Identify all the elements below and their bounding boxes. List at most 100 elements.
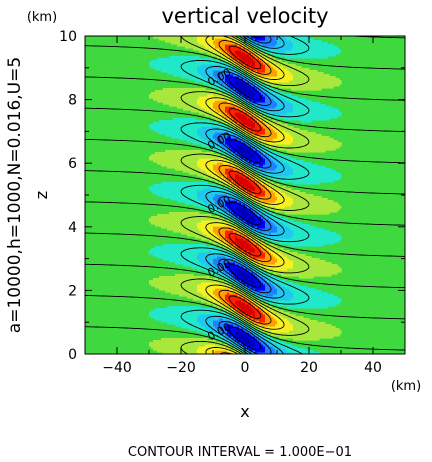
contour-fill-cell: [163, 196, 198, 199]
contour-fill-cell: [199, 158, 224, 161]
contour-fill-cell: [283, 254, 306, 257]
contour-fill-cell: [237, 148, 250, 151]
contour-fill-cell: [255, 124, 262, 127]
contour-fill-cell: [235, 240, 248, 243]
contour-fill-cell: [235, 330, 240, 333]
contour-fill-cell: [235, 178, 248, 181]
contour-fill-cell: [255, 72, 278, 75]
contour-fill-cell: [159, 120, 210, 123]
contour-fill-cell: [261, 124, 268, 127]
contour-fill-cell: [215, 332, 222, 335]
contour-fill-cell: [225, 230, 234, 233]
contour-fill-cell: [277, 136, 294, 139]
contour-fill-cell: [237, 210, 248, 213]
contour-fill-cell: [165, 150, 202, 153]
contour-fill-cell: [237, 116, 248, 119]
contour-fill-cell: [225, 284, 232, 287]
x-tick-label: 40: [364, 360, 382, 376]
contour-fill-cell: [293, 328, 340, 331]
contour-fill-cell: [209, 178, 220, 181]
contour-fill-cell: [197, 258, 214, 261]
contour-fill-cell: [151, 216, 220, 219]
contour-fill-cell: [151, 316, 198, 319]
contour-fill-cell: [231, 214, 236, 217]
contour-fill-cell: [197, 190, 226, 193]
contour-fill-cell: [213, 72, 236, 75]
contour-fill-cell: [225, 234, 242, 237]
contour-fill-cell: [197, 286, 232, 289]
contour-fill-cell: [161, 338, 208, 341]
contour-fill-cell: [289, 244, 324, 247]
contour-fill-cell: [287, 38, 314, 41]
contour-fill-cell: [285, 56, 328, 59]
contour-fill-cell: [253, 40, 278, 43]
contour-fill-cell: [241, 308, 254, 311]
y-tick-label: 8: [68, 93, 77, 109]
contour-fill-cell: [253, 318, 266, 321]
contour-fill-cell: [253, 162, 266, 165]
contour-line: [218, 36, 272, 354]
contour-fill-cell: [259, 170, 294, 173]
contour-fill-cell: [233, 278, 238, 281]
contour-fill-cell: [287, 150, 326, 153]
contour-fill-cell: [257, 292, 278, 295]
contour-fill-cell: [243, 122, 256, 125]
contour-fill-cell: [235, 238, 244, 241]
contour-fill-cell: [163, 102, 198, 105]
contour-fill-cell: [293, 262, 332, 265]
contour-fill-cell: [237, 336, 250, 339]
contour-fill-cell: [149, 252, 200, 255]
contour-fill-cell: [231, 248, 236, 251]
contour-fill-cell: [277, 352, 292, 354]
contour-fill-cell: [155, 308, 214, 311]
contour-fill-cell: [159, 288, 198, 291]
contour-fill-cell: [187, 140, 208, 143]
contour-line: [180, 36, 310, 354]
contour-fill-cell: [275, 192, 286, 195]
contour-fill-cell: [283, 160, 304, 163]
contour-fill-cell: [279, 126, 294, 129]
contour-fill-cell: [201, 64, 222, 67]
contour-fill-cell: [241, 214, 254, 217]
contour-fill-cell: [215, 274, 224, 277]
contour-fill-cell: [197, 352, 214, 354]
contour-fill-cell: [293, 44, 334, 47]
contour-fill-cell: [255, 94, 264, 97]
contour-fill-cell: [273, 310, 284, 313]
contour-fill-cell: [215, 44, 226, 47]
y-tick-label: 0: [68, 347, 77, 363]
contour-fill-cell: [169, 212, 200, 215]
contour-fill-cell: [277, 226, 290, 229]
contour-fill-cell: [283, 222, 302, 225]
contour-fill-cell: [199, 206, 214, 209]
contour-fill-cell: [269, 208, 340, 211]
contour-fill-cell: [215, 188, 228, 191]
contour-fill-cell: [247, 144, 252, 147]
contour-fill-cell: [249, 316, 266, 319]
contour-fill-cell: [247, 346, 266, 349]
contour-fill-cell: [181, 76, 204, 79]
contour-fill-cell: [199, 260, 214, 263]
contour-fill-cell: [203, 188, 216, 191]
contour-fill-cell: [193, 48, 210, 51]
y-axis-label: z: [32, 191, 51, 199]
contour-fill-cell: [259, 230, 278, 233]
contour-fill-cell: [159, 132, 198, 135]
contour-fill-cell: [277, 102, 292, 105]
contour-fill-cell: [155, 68, 198, 71]
contour-fill-cell: [235, 302, 246, 305]
contour-fill-cell: [255, 194, 266, 197]
contour-fill-cell: [171, 292, 202, 295]
y-tick-label: 4: [68, 220, 77, 236]
contour-fill-cell: [235, 122, 240, 125]
contour-fill-cell: [201, 126, 220, 129]
contour-fill-cell: [225, 78, 244, 81]
contour-fill-cell: [205, 344, 216, 347]
contour-fill-cell: [265, 350, 276, 353]
contour-fill-cell: [225, 264, 240, 267]
contour-fill-cell: [243, 340, 254, 343]
contour-fill-cell: [225, 298, 246, 301]
contour-fill-cell: [227, 50, 236, 53]
contour-fill-cell: [225, 74, 234, 77]
contour-fill-cell: [233, 230, 240, 233]
